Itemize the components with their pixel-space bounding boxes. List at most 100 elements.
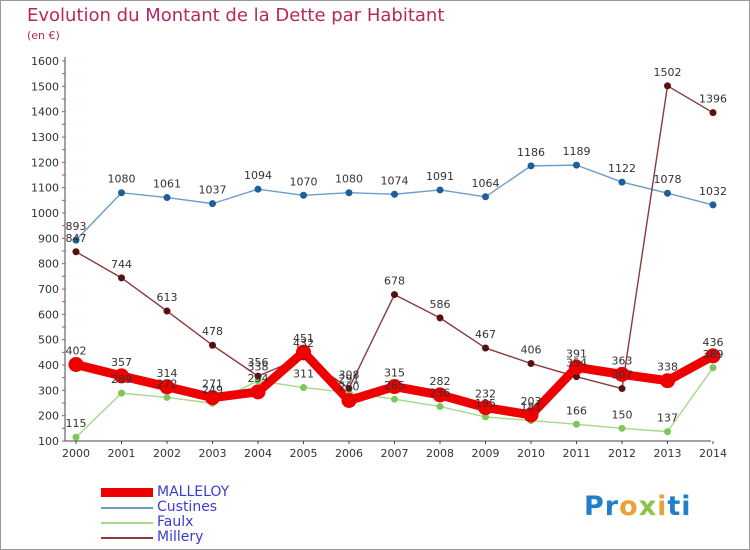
data-label-faulx: 137 bbox=[657, 412, 678, 425]
y-tick-label: 1600 bbox=[31, 55, 59, 68]
data-point-millery bbox=[391, 291, 398, 299]
data-label-malleloy: 282 bbox=[430, 375, 451, 388]
data-label-custines: 1037 bbox=[199, 184, 227, 197]
x-tick-label: 2000 bbox=[62, 447, 90, 460]
legend-label: Millery bbox=[157, 529, 204, 545]
data-point-faulx bbox=[391, 395, 398, 403]
data-label-custines: 893 bbox=[66, 220, 87, 233]
y-tick-label: 800 bbox=[38, 258, 59, 271]
data-point-faulx bbox=[482, 413, 489, 421]
data-point-millery bbox=[163, 307, 171, 315]
data-point-millery bbox=[72, 248, 80, 256]
data-label-millery: 308 bbox=[339, 368, 360, 381]
data-point-custines bbox=[209, 200, 216, 208]
y-tick-label: 300 bbox=[38, 384, 59, 397]
data-point-millery bbox=[436, 314, 444, 322]
data-label-faulx: 289 bbox=[111, 373, 132, 386]
x-tick-label: 2003 bbox=[199, 447, 227, 460]
data-point-faulx bbox=[72, 433, 80, 441]
data-label-faulx: 272 bbox=[157, 377, 178, 390]
y-tick-label: 600 bbox=[38, 308, 59, 321]
legend-label: Custines bbox=[157, 499, 218, 515]
data-labels: 893 1080 1061 1037 1094 1070 1080 1074 1091 1064 1… bbox=[66, 66, 728, 430]
y-tick-label: 1000 bbox=[31, 207, 59, 220]
legend-swatch bbox=[101, 507, 153, 509]
y-tick-label: 1300 bbox=[31, 131, 59, 144]
logo-letter: i bbox=[681, 491, 692, 522]
data-label-malleloy: 294 bbox=[248, 372, 269, 385]
data-label-faulx: 195 bbox=[475, 397, 496, 410]
data-label-millery: 586 bbox=[430, 298, 451, 311]
data-label-millery: 847 bbox=[66, 232, 87, 245]
x-tick-label: 2008 bbox=[426, 447, 454, 460]
data-label-custines: 1080 bbox=[335, 173, 363, 186]
data-point-millery bbox=[345, 384, 353, 392]
data-label-millery: 307 bbox=[612, 369, 633, 382]
data-label-custines: 1061 bbox=[153, 178, 181, 191]
y-tick-label: 500 bbox=[38, 334, 59, 347]
data-point-malleloy bbox=[660, 373, 675, 389]
data-point-malleloy bbox=[250, 384, 266, 400]
y-tick-label: 1200 bbox=[31, 156, 59, 169]
data-point-malleloy bbox=[523, 407, 539, 423]
x-tick-label: 2001 bbox=[108, 447, 136, 460]
data-point-faulx bbox=[709, 364, 717, 372]
legend-label: MALLELOY bbox=[157, 484, 230, 500]
data-label-custines: 1186 bbox=[517, 146, 545, 159]
data-label-faulx: 249 bbox=[202, 383, 223, 396]
data-point-custines bbox=[709, 201, 717, 209]
data-point-custines bbox=[436, 186, 444, 194]
data-label-millery: 613 bbox=[157, 291, 178, 304]
y-tick-label: 1100 bbox=[31, 182, 59, 195]
data-point-faulx bbox=[436, 403, 444, 411]
y-tick-label: 900 bbox=[38, 232, 59, 245]
logo-letter: x bbox=[638, 491, 658, 522]
data-label-millery: 432 bbox=[293, 337, 314, 350]
x-tick-label: 2011 bbox=[563, 447, 591, 460]
y-tick-label: 400 bbox=[38, 359, 59, 372]
logo-letter: r bbox=[604, 491, 620, 522]
y-tick-label: 700 bbox=[38, 283, 59, 296]
chart-title: Evolution du Montant de la Dette par Hab… bbox=[27, 5, 445, 26]
legend-swatch bbox=[101, 522, 153, 524]
data-point-malleloy bbox=[159, 379, 175, 395]
data-point-custines bbox=[664, 189, 671, 197]
x-tick-label: 2012 bbox=[608, 447, 636, 460]
data-label-faulx: 115 bbox=[66, 417, 87, 430]
y-tick-label: 1400 bbox=[31, 106, 59, 119]
data-label-millery: 467 bbox=[475, 328, 496, 341]
x-tick-label: 2004 bbox=[244, 447, 272, 460]
line-chart: 100 200 300 400 500 600 700 800 900 1000 1100 1200 1… bbox=[31, 55, 728, 460]
data-label-millery: 1502 bbox=[654, 66, 682, 79]
x-tick-label: 2006 bbox=[335, 447, 363, 460]
data-label-malleloy: 363 bbox=[612, 354, 633, 367]
logo-letter: t bbox=[667, 491, 682, 522]
data-point-malleloy bbox=[478, 400, 493, 416]
x-tick-label: 2009 bbox=[472, 447, 500, 460]
data-point-millery bbox=[709, 109, 717, 117]
data-label-malleloy: 232 bbox=[475, 388, 496, 401]
data-label-custines: 1080 bbox=[108, 173, 136, 186]
y-tick-label: 200 bbox=[38, 410, 59, 423]
data-point-custines bbox=[345, 189, 353, 197]
data-label-faulx: 150 bbox=[612, 408, 633, 421]
data-label-custines: 1064 bbox=[472, 177, 500, 190]
data-label-custines: 1091 bbox=[426, 170, 454, 183]
data-point-malleloy bbox=[705, 348, 721, 364]
data-label-faulx: 236 bbox=[430, 387, 451, 400]
data-point-custines bbox=[482, 193, 489, 201]
data-label-malleloy: 391 bbox=[566, 347, 587, 360]
x-tick-label: 2014 bbox=[699, 447, 727, 460]
data-point-millery bbox=[209, 341, 216, 349]
data-label-faulx: 311 bbox=[293, 368, 314, 381]
data-point-faulx bbox=[573, 420, 580, 428]
data-label-millery: 1396 bbox=[699, 93, 727, 106]
data-label-custines: 1032 bbox=[699, 185, 727, 198]
data-point-faulx bbox=[163, 393, 171, 401]
data-label-faulx: 389 bbox=[703, 348, 724, 361]
data-label-malleloy: 203 bbox=[521, 395, 542, 408]
data-label-millery: 478 bbox=[202, 325, 223, 338]
data-label-faulx: 265 bbox=[384, 379, 405, 392]
x-tick-label: 2010 bbox=[517, 447, 545, 460]
